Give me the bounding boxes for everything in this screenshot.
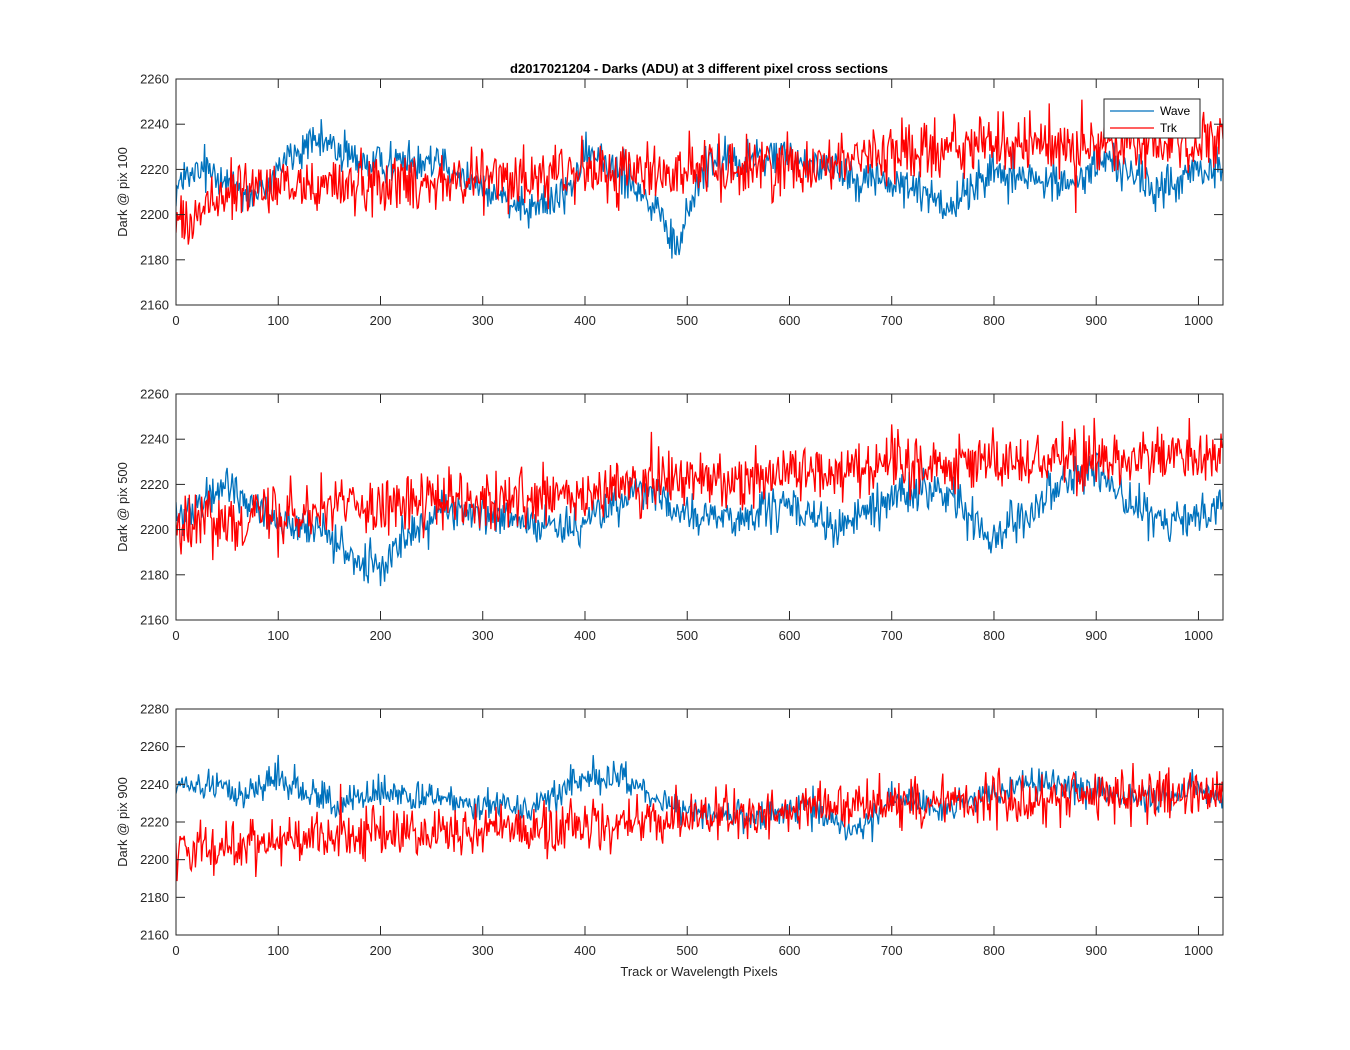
subplot-2: 0 100 200 300 400 500 600 700 800 900 1000 2160 2180… [115, 387, 1224, 643]
x-tick-label: 200 [370, 628, 392, 643]
series-line-trk [176, 762, 1223, 882]
x-axis-label: Track or Wavelength Pixels [620, 964, 778, 979]
x-tick-label: 900 [1085, 628, 1107, 643]
x-tick-label: 400 [574, 313, 596, 328]
y-tick-label: 2240 [140, 432, 169, 447]
y-tick-label: 2200 [140, 852, 169, 867]
x-tick-label: 300 [472, 628, 494, 643]
subplot-3: 0 100 200 300 400 500 600 700 800 900 1000 2160 2180… [115, 702, 1224, 958]
x-tick-label: 700 [881, 943, 903, 958]
x-tick-label: 100 [267, 943, 289, 958]
legend-box [1103, 98, 1201, 139]
x-tick-label: 200 [370, 943, 392, 958]
x-tick-label: 1000 [1184, 313, 1213, 328]
x-tick-label: 300 [472, 943, 494, 958]
y-tick-label: 2200 [140, 522, 169, 537]
y-axis-label: Dark @ pix 900 [115, 777, 130, 867]
x-tick-label: 1000 [1184, 628, 1213, 643]
y-tick-label: 2200 [140, 207, 169, 222]
x-tick-label: 600 [779, 628, 801, 643]
x-tick-label: 300 [472, 313, 494, 328]
x-tick-label: 0 [172, 628, 179, 643]
x-tick-label: 600 [779, 313, 801, 328]
y-tick-label: 2260 [140, 72, 169, 87]
series-line-wave [176, 119, 1223, 259]
x-tick-label: 0 [172, 313, 179, 328]
y-tick-label: 2220 [140, 162, 169, 177]
x-tick-label: 1000 [1184, 943, 1213, 958]
legend-label-wave: Wave [1160, 104, 1191, 118]
series-line-wave [176, 451, 1223, 587]
axes-box [175, 393, 1224, 621]
y-tick-label: 2220 [140, 477, 169, 492]
series-line-trk [176, 99, 1223, 245]
x-tick-label: 100 [267, 313, 289, 328]
x-tick-label: 800 [983, 943, 1005, 958]
x-tick-label: 700 [881, 628, 903, 643]
x-tick-label: 100 [267, 628, 289, 643]
x-tick-label: 400 [574, 628, 596, 643]
x-tick-label: 500 [676, 313, 698, 328]
y-axis-label: Dark @ pix 500 [115, 462, 130, 552]
y-tick-label: 2160 [140, 928, 169, 943]
x-tick-label: 600 [779, 943, 801, 958]
y-tick-label: 2240 [140, 117, 169, 132]
y-tick-label: 2180 [140, 252, 169, 267]
x-tick-label: 500 [676, 628, 698, 643]
axes-box [175, 78, 1224, 306]
x-tick-label: 800 [983, 313, 1005, 328]
series-line-wave [176, 754, 1223, 843]
subplot-1: 0 100 200 300 400 500 600 700 800 900 1000 2160 2180… [115, 72, 1224, 328]
x-tick-label: 200 [370, 313, 392, 328]
x-tick-label: 800 [983, 628, 1005, 643]
y-tick-label: 2180 [140, 567, 169, 582]
x-tick-label: 900 [1085, 943, 1107, 958]
y-tick-label: 2260 [140, 739, 169, 754]
y-tick-label: 2280 [140, 702, 169, 717]
x-tick-label: 700 [881, 313, 903, 328]
plot-area [176, 394, 1223, 620]
y-tick-label: 2220 [140, 815, 169, 830]
y-axis-label: Dark @ pix 100 [115, 147, 130, 237]
series-line-trk [176, 417, 1223, 561]
x-tick-label: 0 [172, 943, 179, 958]
y-tick-label: 2260 [140, 387, 169, 402]
y-tick-label: 2180 [140, 890, 169, 905]
legend: Wave Trk [1103, 98, 1201, 139]
x-tick-label: 500 [676, 943, 698, 958]
y-tick-label: 2240 [140, 777, 169, 792]
figure-title: d2017021204 - Darks (ADU) at 3 different… [510, 61, 888, 76]
legend-label-trk: Trk [1160, 121, 1178, 135]
subplots: 0 100 200 300 400 500 600 700 800 900 100021602180… [115, 72, 1224, 958]
x-tick-label: 900 [1085, 313, 1107, 328]
y-tick-label: 2160 [140, 613, 169, 628]
y-tick-label: 2160 [140, 298, 169, 313]
x-tick-label: 400 [574, 943, 596, 958]
